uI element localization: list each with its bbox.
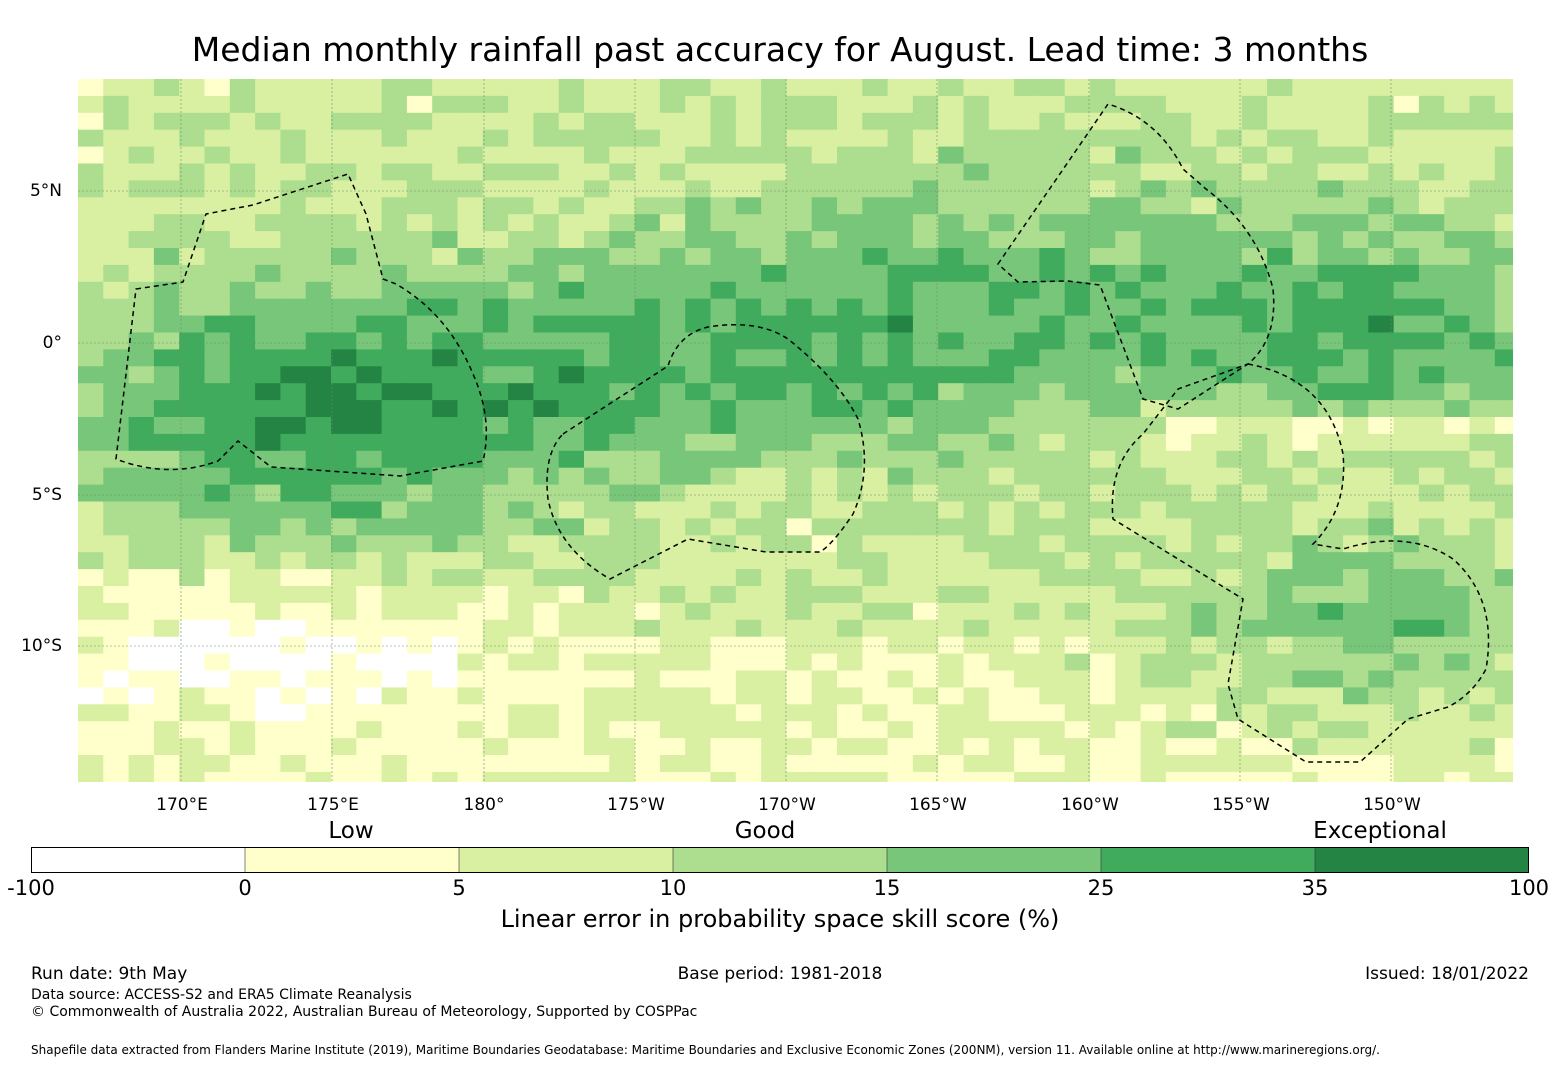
eez-boundary-tokelau xyxy=(546,323,866,580)
copyright: © Commonwealth of Australia 2022, Austra… xyxy=(31,1004,698,1020)
base-period: Base period: 1981-2018 xyxy=(677,964,883,984)
colorbar-segment xyxy=(31,847,246,873)
lon-label-155W: 155°W xyxy=(1212,795,1270,815)
colorbar-tick: 0 xyxy=(238,876,252,900)
lon-label-170W: 170°W xyxy=(758,795,816,815)
legend-label-good: Good xyxy=(734,818,796,844)
colorbar-tick: 35 xyxy=(1301,876,1329,900)
lon-label-150W: 150°W xyxy=(1363,795,1421,815)
colorbar-tick: 5 xyxy=(452,876,466,900)
skill-score-map xyxy=(78,79,1513,782)
skill-grid xyxy=(78,79,1513,782)
data-source: Data source: ACCESS-S2 and ERA5 Climate … xyxy=(31,987,412,1003)
lon-label-165W: 165°W xyxy=(909,795,967,815)
colorbar-segment xyxy=(458,847,674,873)
colorbar xyxy=(31,847,1529,873)
chart-title: Median monthly rainfall past accuracy fo… xyxy=(191,30,1369,69)
colorbar-segment xyxy=(672,847,888,873)
graticule xyxy=(78,79,1513,782)
eez-boundaries xyxy=(115,103,1490,763)
legend-label-low: Low xyxy=(328,818,374,844)
lat-label-0: 0° xyxy=(42,333,62,353)
shapefile-credit: Shapefile data extracted from Flanders M… xyxy=(31,1043,1380,1057)
colorbar-segment xyxy=(1314,847,1529,873)
lat-label-5N: 5°N xyxy=(29,181,62,201)
lat-label-5S: 5°S xyxy=(31,485,62,505)
colorbar-segment xyxy=(244,847,460,873)
eez-boundary-kiribati xyxy=(997,103,1275,410)
colorbar-tick: 15 xyxy=(873,876,901,900)
lon-label-175W: 175°W xyxy=(607,795,665,815)
lon-label-170E: 170°E xyxy=(156,795,208,815)
run-date: Run date: 9th May xyxy=(31,964,188,984)
colorbar-segment xyxy=(1100,847,1316,873)
colorbar-tick: 25 xyxy=(1087,876,1115,900)
lon-label-180: 180° xyxy=(463,795,505,815)
colorbar-label: Linear error in probability space skill … xyxy=(500,905,1060,933)
colorbar-segment xyxy=(886,847,1102,873)
legend-label-exceptional: Exceptional xyxy=(1313,818,1447,844)
colorbar-tick: 100 xyxy=(1508,876,1550,900)
colorbar-tick: -100 xyxy=(7,876,55,900)
lat-label-10S: 10°S xyxy=(21,636,62,656)
lon-label-175E: 175°E xyxy=(307,795,359,815)
issued-date: Issued: 18/01/2022 xyxy=(1365,964,1529,984)
eez-boundary-tuvalu xyxy=(115,173,488,477)
lon-label-160W: 160°W xyxy=(1061,795,1119,815)
eez-boundary-cook-islands xyxy=(1111,363,1490,763)
colorbar-tick: 10 xyxy=(659,876,687,900)
